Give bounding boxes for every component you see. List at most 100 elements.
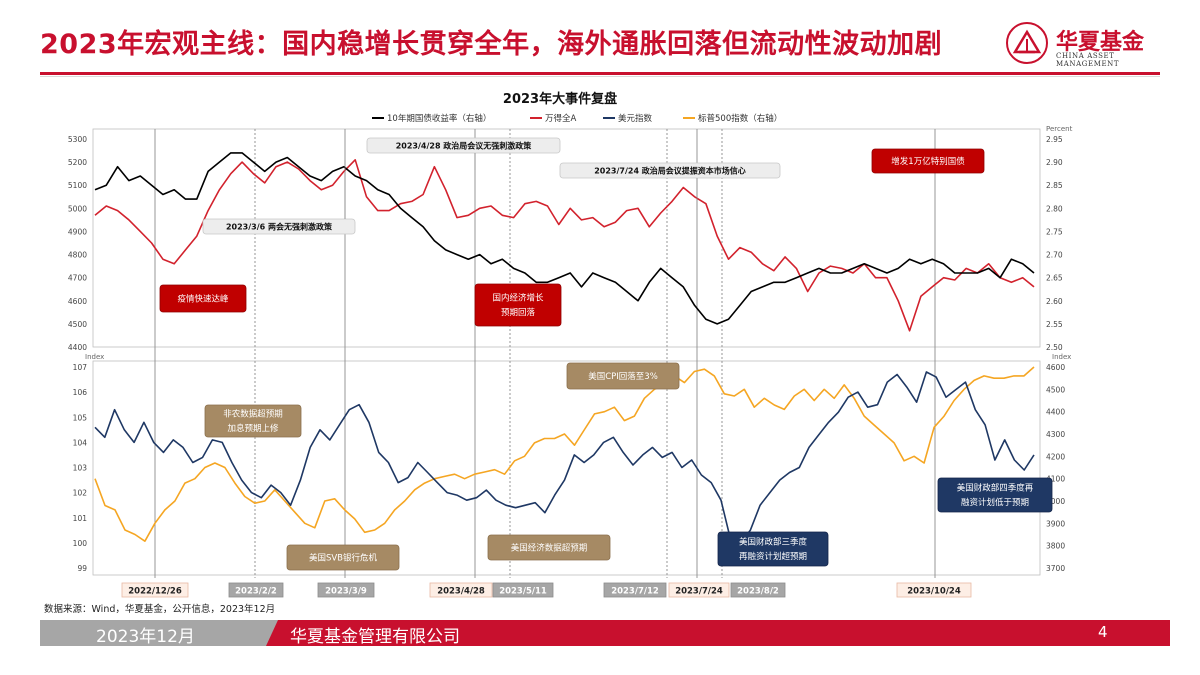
y-left-tick: 101 xyxy=(73,514,88,523)
annotation-bottom-1-box xyxy=(566,362,680,390)
annotation-bottom-0-box xyxy=(204,404,302,438)
y-right-tick: 2.90 xyxy=(1046,158,1063,167)
y-right-tick: 3700 xyxy=(1046,564,1065,573)
title-divider-thin xyxy=(40,76,1160,77)
y-right-axis-label: Index xyxy=(1052,353,1071,361)
series-dxy-line xyxy=(94,371,1035,544)
page-title: 2023年宏观主线：国内稳增长贯穿全年，海外通胀回落但流动性波动加剧 xyxy=(40,29,943,60)
footer-date: 2023年12月 xyxy=(96,627,195,647)
y-left-tick: 4700 xyxy=(68,274,87,283)
y-right-tick: 2.55 xyxy=(1046,320,1063,329)
footer-company: 华夏基金管理有限公司 xyxy=(290,627,460,647)
date-marker-box xyxy=(121,582,189,598)
annotation-bottom-5-text: 融资计划低于预期 xyxy=(961,497,1029,508)
annotation-top-2-box xyxy=(202,218,356,235)
bottom-plot-frame xyxy=(92,360,1041,576)
y-right-tick: 2.80 xyxy=(1046,204,1063,213)
logo-english-name: CHINA ASSET MANAGEMENT xyxy=(1056,52,1120,68)
y-right-tick: 4300 xyxy=(1046,430,1065,439)
y-right-tick: 3800 xyxy=(1046,542,1065,551)
y-left-tick: 5100 xyxy=(68,181,87,190)
annotation-top-5-text: 国内经济增长 xyxy=(492,293,544,304)
annotation-top-0-text: 2023/4/28 政治局会议无强刺激政策 xyxy=(396,140,533,150)
legend-label: 万得全A xyxy=(545,113,577,124)
title-divider xyxy=(40,72,1160,75)
annotation-top-4-text: 疫情快速达峰 xyxy=(177,293,229,304)
legend-label: 标普500指数（右轴） xyxy=(698,113,782,124)
annotation-bottom-0-text: 非农数据超预期 xyxy=(223,409,283,420)
annotation-bottom-2-text: 美国SVB银行危机 xyxy=(309,552,378,563)
chart-title: 2023年大事件复盘 xyxy=(503,91,617,107)
annotation-bottom-4-box xyxy=(717,531,829,567)
source-note: 数据来源：Wind，华夏基金，公开信息，2023年12月 xyxy=(44,604,276,615)
annotation-top-1-text: 2023/7/24 政治局会议提振资本市场信心 xyxy=(594,165,746,175)
annotation-top-4-box xyxy=(159,284,247,313)
y-right-tick: 2.50 xyxy=(1046,343,1063,352)
date-marker-label: 2023/7/12 xyxy=(611,587,659,597)
annotation-top-5-text: 预期回落 xyxy=(501,307,536,318)
date-marker-label: 2023/4/28 xyxy=(437,587,485,597)
y-left-tick: 4600 xyxy=(68,297,87,306)
company-logo: 华夏基金 CHINA ASSET MANAGEMENT xyxy=(1004,20,1164,68)
annotation-bottom-4-text: 美国财政部三季度 xyxy=(739,537,808,548)
footer-bar: 2023年12月 华夏基金管理有限公司 4 xyxy=(40,620,1170,647)
annotation-bottom-1-text: 美国CPI回落至3% xyxy=(588,371,658,382)
annotation-bottom-0-text: 加息预期上修 xyxy=(227,423,279,434)
logo-mark-icon xyxy=(1006,22,1048,64)
series-wind-a-line xyxy=(94,159,1035,332)
y-right-tick: 4100 xyxy=(1046,475,1065,484)
legend-label: 10年期国债收益率（右轴） xyxy=(387,113,491,124)
y-right-tick: 2.70 xyxy=(1046,251,1063,260)
annotation-top-3-text: 增发1万亿特别国债 xyxy=(891,156,965,167)
y-left-tick: 4500 xyxy=(68,320,87,329)
footer-red-band xyxy=(278,620,1170,646)
y-left-tick: 4800 xyxy=(68,251,87,260)
y-left-tick: 100 xyxy=(73,539,88,548)
y-right-tick: 4600 xyxy=(1046,363,1065,372)
date-marker-box xyxy=(429,582,493,598)
annotation-bottom-2-box xyxy=(286,544,400,571)
page-number: 4 xyxy=(1098,623,1108,641)
logo-name: 华夏基金 xyxy=(1056,30,1145,55)
date-marker-box xyxy=(603,582,667,598)
date-marker-label: 2023/7/24 xyxy=(675,587,723,597)
y-left-tick: 103 xyxy=(73,464,88,473)
y-right-tick: 3900 xyxy=(1046,519,1065,528)
date-marker-box xyxy=(730,582,786,598)
legend-label: 美元指数 xyxy=(618,113,653,124)
y-right-tick: 2.75 xyxy=(1046,227,1063,236)
annotation-bottom-3-text: 美国经济数据超预期 xyxy=(511,542,588,553)
date-marker-box xyxy=(492,582,554,598)
y-left-tick: 107 xyxy=(73,363,88,372)
annotation-top-5-box xyxy=(474,283,562,327)
y-left-tick: 4400 xyxy=(68,343,87,352)
y-left-tick: 5200 xyxy=(68,158,87,167)
y-left-tick: 106 xyxy=(73,388,88,397)
y-right-tick: 2.60 xyxy=(1046,297,1063,306)
y-left-tick: 104 xyxy=(73,438,88,447)
annotation-top-0-box xyxy=(366,137,561,154)
top-plot-frame xyxy=(92,128,1041,348)
date-marker-box xyxy=(896,582,972,598)
y-left-tick: 105 xyxy=(73,413,88,422)
date-marker-label: 2023/2/2 xyxy=(235,587,277,597)
y-right-axis-label: Percent xyxy=(1046,125,1073,133)
date-marker-label: 2023/3/9 xyxy=(325,587,367,597)
y-left-tick: 102 xyxy=(73,489,88,498)
y-right-tick: 2.95 xyxy=(1046,135,1063,144)
y-left-tick: 99 xyxy=(77,564,87,573)
date-marker-label: 2023/5/11 xyxy=(499,587,547,597)
y-right-tick: 4000 xyxy=(1046,497,1065,506)
series-sp500-line xyxy=(94,366,1035,542)
y-right-tick: 4400 xyxy=(1046,408,1065,417)
y-left-tick: 4900 xyxy=(68,227,87,236)
annotation-bottom-4-text: 再融资计划超预期 xyxy=(739,551,807,562)
y-left-axis-label: Index xyxy=(85,353,104,361)
date-marker-label: 2023/10/24 xyxy=(907,587,961,597)
footer-grey-band xyxy=(40,620,290,646)
annotation-bottom-3-box xyxy=(487,534,611,561)
y-left-tick: 5300 xyxy=(68,135,87,144)
date-marker-box xyxy=(228,582,284,598)
annotation-top-3-box xyxy=(871,148,985,174)
